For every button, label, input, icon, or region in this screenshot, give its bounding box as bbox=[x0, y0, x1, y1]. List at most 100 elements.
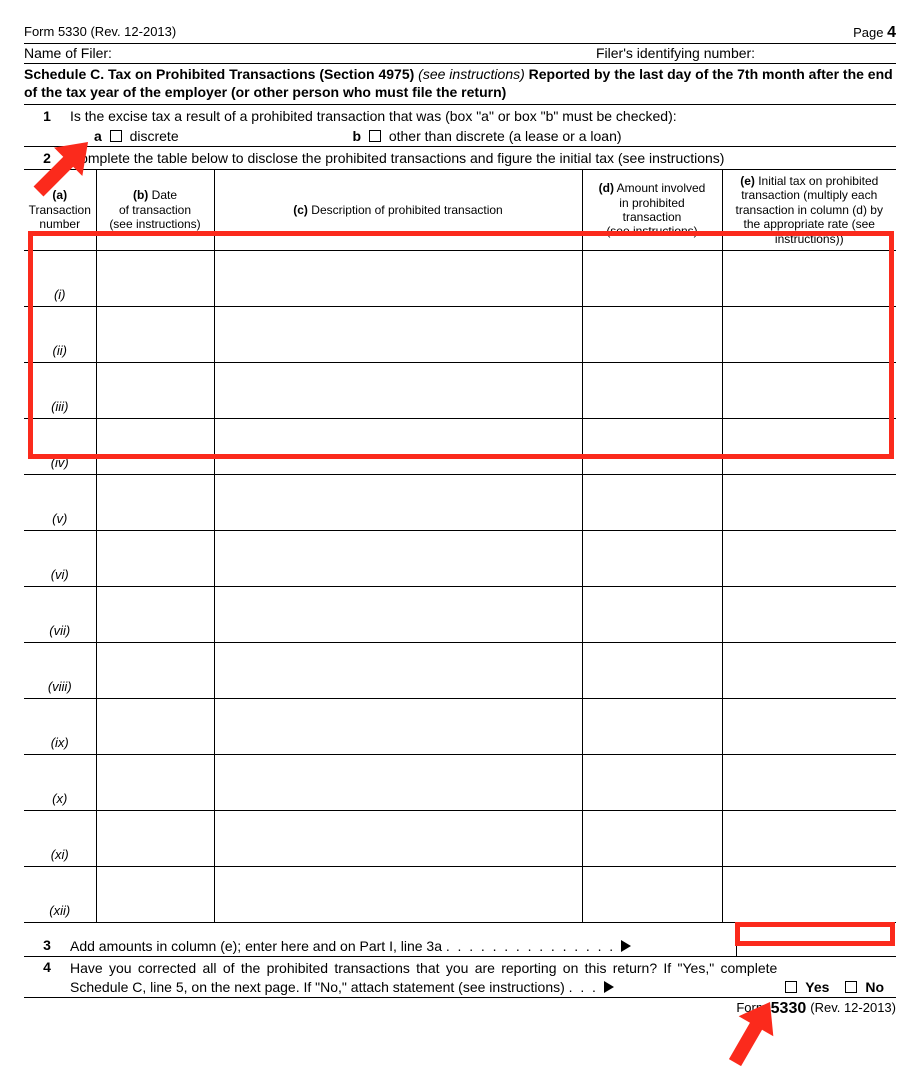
table-cell[interactable] bbox=[582, 698, 722, 754]
checkbox-b[interactable] bbox=[369, 130, 381, 142]
footer-form-number: 5330 bbox=[771, 1000, 807, 1018]
table-cell[interactable] bbox=[582, 866, 722, 922]
line-2-text: Complete the table below to disclose the… bbox=[70, 147, 896, 169]
table-cell[interactable] bbox=[214, 698, 582, 754]
table-cell[interactable] bbox=[722, 866, 896, 922]
table-cell[interactable] bbox=[722, 586, 896, 642]
yes-label: Yes bbox=[805, 979, 829, 995]
pointer-icon bbox=[604, 981, 614, 993]
filer-id-label: Filer's identifying number: bbox=[596, 45, 896, 61]
line-1: 1 Is the excise tax a result of a prohib… bbox=[24, 105, 896, 127]
table-cell[interactable] bbox=[96, 250, 214, 306]
schedule-title: Schedule C. Tax on Prohibited Transactio… bbox=[24, 64, 896, 105]
table-cell[interactable] bbox=[722, 250, 896, 306]
table-cell[interactable] bbox=[214, 250, 582, 306]
footer: Form 5330 (Rev. 12-2013) bbox=[24, 998, 896, 1018]
line-2-num: 2 bbox=[24, 147, 70, 169]
table-cell[interactable] bbox=[722, 418, 896, 474]
table-cell[interactable] bbox=[96, 754, 214, 810]
line-4: 4 Have you corrected all of the prohibit… bbox=[24, 957, 896, 997]
line-3-num: 3 bbox=[24, 935, 70, 953]
checkbox-a[interactable] bbox=[110, 130, 122, 142]
row-label: (iii) bbox=[24, 362, 96, 418]
table-cell[interactable] bbox=[214, 642, 582, 698]
table-cell[interactable] bbox=[214, 474, 582, 530]
row-label: (viii) bbox=[24, 642, 96, 698]
table-cell[interactable] bbox=[582, 810, 722, 866]
table-cell[interactable] bbox=[214, 362, 582, 418]
opt-a-label: a bbox=[94, 128, 102, 144]
table-cell[interactable] bbox=[214, 418, 582, 474]
line-3-amount[interactable] bbox=[736, 935, 896, 956]
table-row: (xii) bbox=[24, 866, 896, 922]
table-cell[interactable] bbox=[722, 698, 896, 754]
table-row: (iv) bbox=[24, 418, 896, 474]
table-cell[interactable] bbox=[214, 586, 582, 642]
form-page: Form 5330 (Rev. 12-2013) Page 4 Name of … bbox=[0, 0, 920, 1018]
row-label: (i) bbox=[24, 250, 96, 306]
table-cell[interactable] bbox=[96, 474, 214, 530]
table-cell[interactable] bbox=[96, 642, 214, 698]
row-label: (iv) bbox=[24, 418, 96, 474]
form-reference: Form 5330 (Rev. 12-2013) bbox=[24, 24, 176, 42]
pointer-icon bbox=[621, 940, 631, 952]
table-cell[interactable] bbox=[96, 866, 214, 922]
table-row: (viii) bbox=[24, 642, 896, 698]
table-cell[interactable] bbox=[96, 530, 214, 586]
opt-b-label: b bbox=[353, 128, 362, 144]
table-cell[interactable] bbox=[722, 362, 896, 418]
table-cell[interactable] bbox=[582, 474, 722, 530]
table-cell[interactable] bbox=[722, 810, 896, 866]
table-cell[interactable] bbox=[96, 698, 214, 754]
opt-a-text: discrete bbox=[130, 128, 179, 144]
table-cell[interactable] bbox=[722, 530, 896, 586]
yes-no-group: Yes No bbox=[777, 979, 896, 997]
top-line: Form 5330 (Rev. 12-2013) Page 4 bbox=[24, 24, 896, 44]
row-label: (v) bbox=[24, 474, 96, 530]
table-cell[interactable] bbox=[582, 754, 722, 810]
annotation-arrow-2 bbox=[0, 0, 1, 1]
table-cell[interactable] bbox=[722, 474, 896, 530]
table-row: (i) bbox=[24, 250, 896, 306]
table-cell[interactable] bbox=[582, 306, 722, 362]
table-cell[interactable] bbox=[582, 530, 722, 586]
line-1-options: a discrete b other than discrete (a leas… bbox=[24, 127, 896, 147]
table-cell[interactable] bbox=[582, 250, 722, 306]
annotation-arrow-1 bbox=[0, 0, 1, 1]
table-cell[interactable] bbox=[722, 306, 896, 362]
transactions-table: (a)Transaction number (b) Date of transa… bbox=[24, 170, 896, 923]
table-row: (ii) bbox=[24, 306, 896, 362]
table-cell[interactable] bbox=[214, 810, 582, 866]
table-cell[interactable] bbox=[96, 810, 214, 866]
table-cell[interactable] bbox=[214, 530, 582, 586]
line-1-num: 1 bbox=[24, 105, 70, 127]
col-d-header: (d) Amount involved in prohibited transa… bbox=[582, 170, 722, 250]
table-cell[interactable] bbox=[582, 642, 722, 698]
table-cell[interactable] bbox=[214, 866, 582, 922]
table-cell[interactable] bbox=[722, 754, 896, 810]
table-cell[interactable] bbox=[214, 754, 582, 810]
table-cell[interactable] bbox=[96, 306, 214, 362]
table-cell[interactable] bbox=[582, 362, 722, 418]
checkbox-yes[interactable] bbox=[785, 981, 797, 993]
col-c-header: (c) Description of prohibited transactio… bbox=[214, 170, 582, 250]
table-cell[interactable] bbox=[96, 418, 214, 474]
table-row: (vii) bbox=[24, 586, 896, 642]
page-number: Page 4 bbox=[853, 24, 896, 42]
row-label: (vii) bbox=[24, 586, 96, 642]
table-cell[interactable] bbox=[96, 362, 214, 418]
post-table: 3 Add amounts in column (e); enter here … bbox=[24, 935, 896, 1018]
line-2: 2 Complete the table below to disclose t… bbox=[24, 147, 896, 170]
line-4-num: 4 bbox=[24, 957, 70, 975]
table-cell[interactable] bbox=[722, 642, 896, 698]
row-label: (x) bbox=[24, 754, 96, 810]
table-cell[interactable] bbox=[582, 418, 722, 474]
checkbox-no[interactable] bbox=[845, 981, 857, 993]
col-e-header: (e) Initial tax on prohibited transactio… bbox=[722, 170, 896, 250]
row-label: (ii) bbox=[24, 306, 96, 362]
table-header-row: (a)Transaction number (b) Date of transa… bbox=[24, 170, 896, 250]
table-cell[interactable] bbox=[96, 586, 214, 642]
table-cell[interactable] bbox=[214, 306, 582, 362]
filer-row: Name of Filer: Filer's identifying numbe… bbox=[24, 44, 896, 64]
table-cell[interactable] bbox=[582, 586, 722, 642]
